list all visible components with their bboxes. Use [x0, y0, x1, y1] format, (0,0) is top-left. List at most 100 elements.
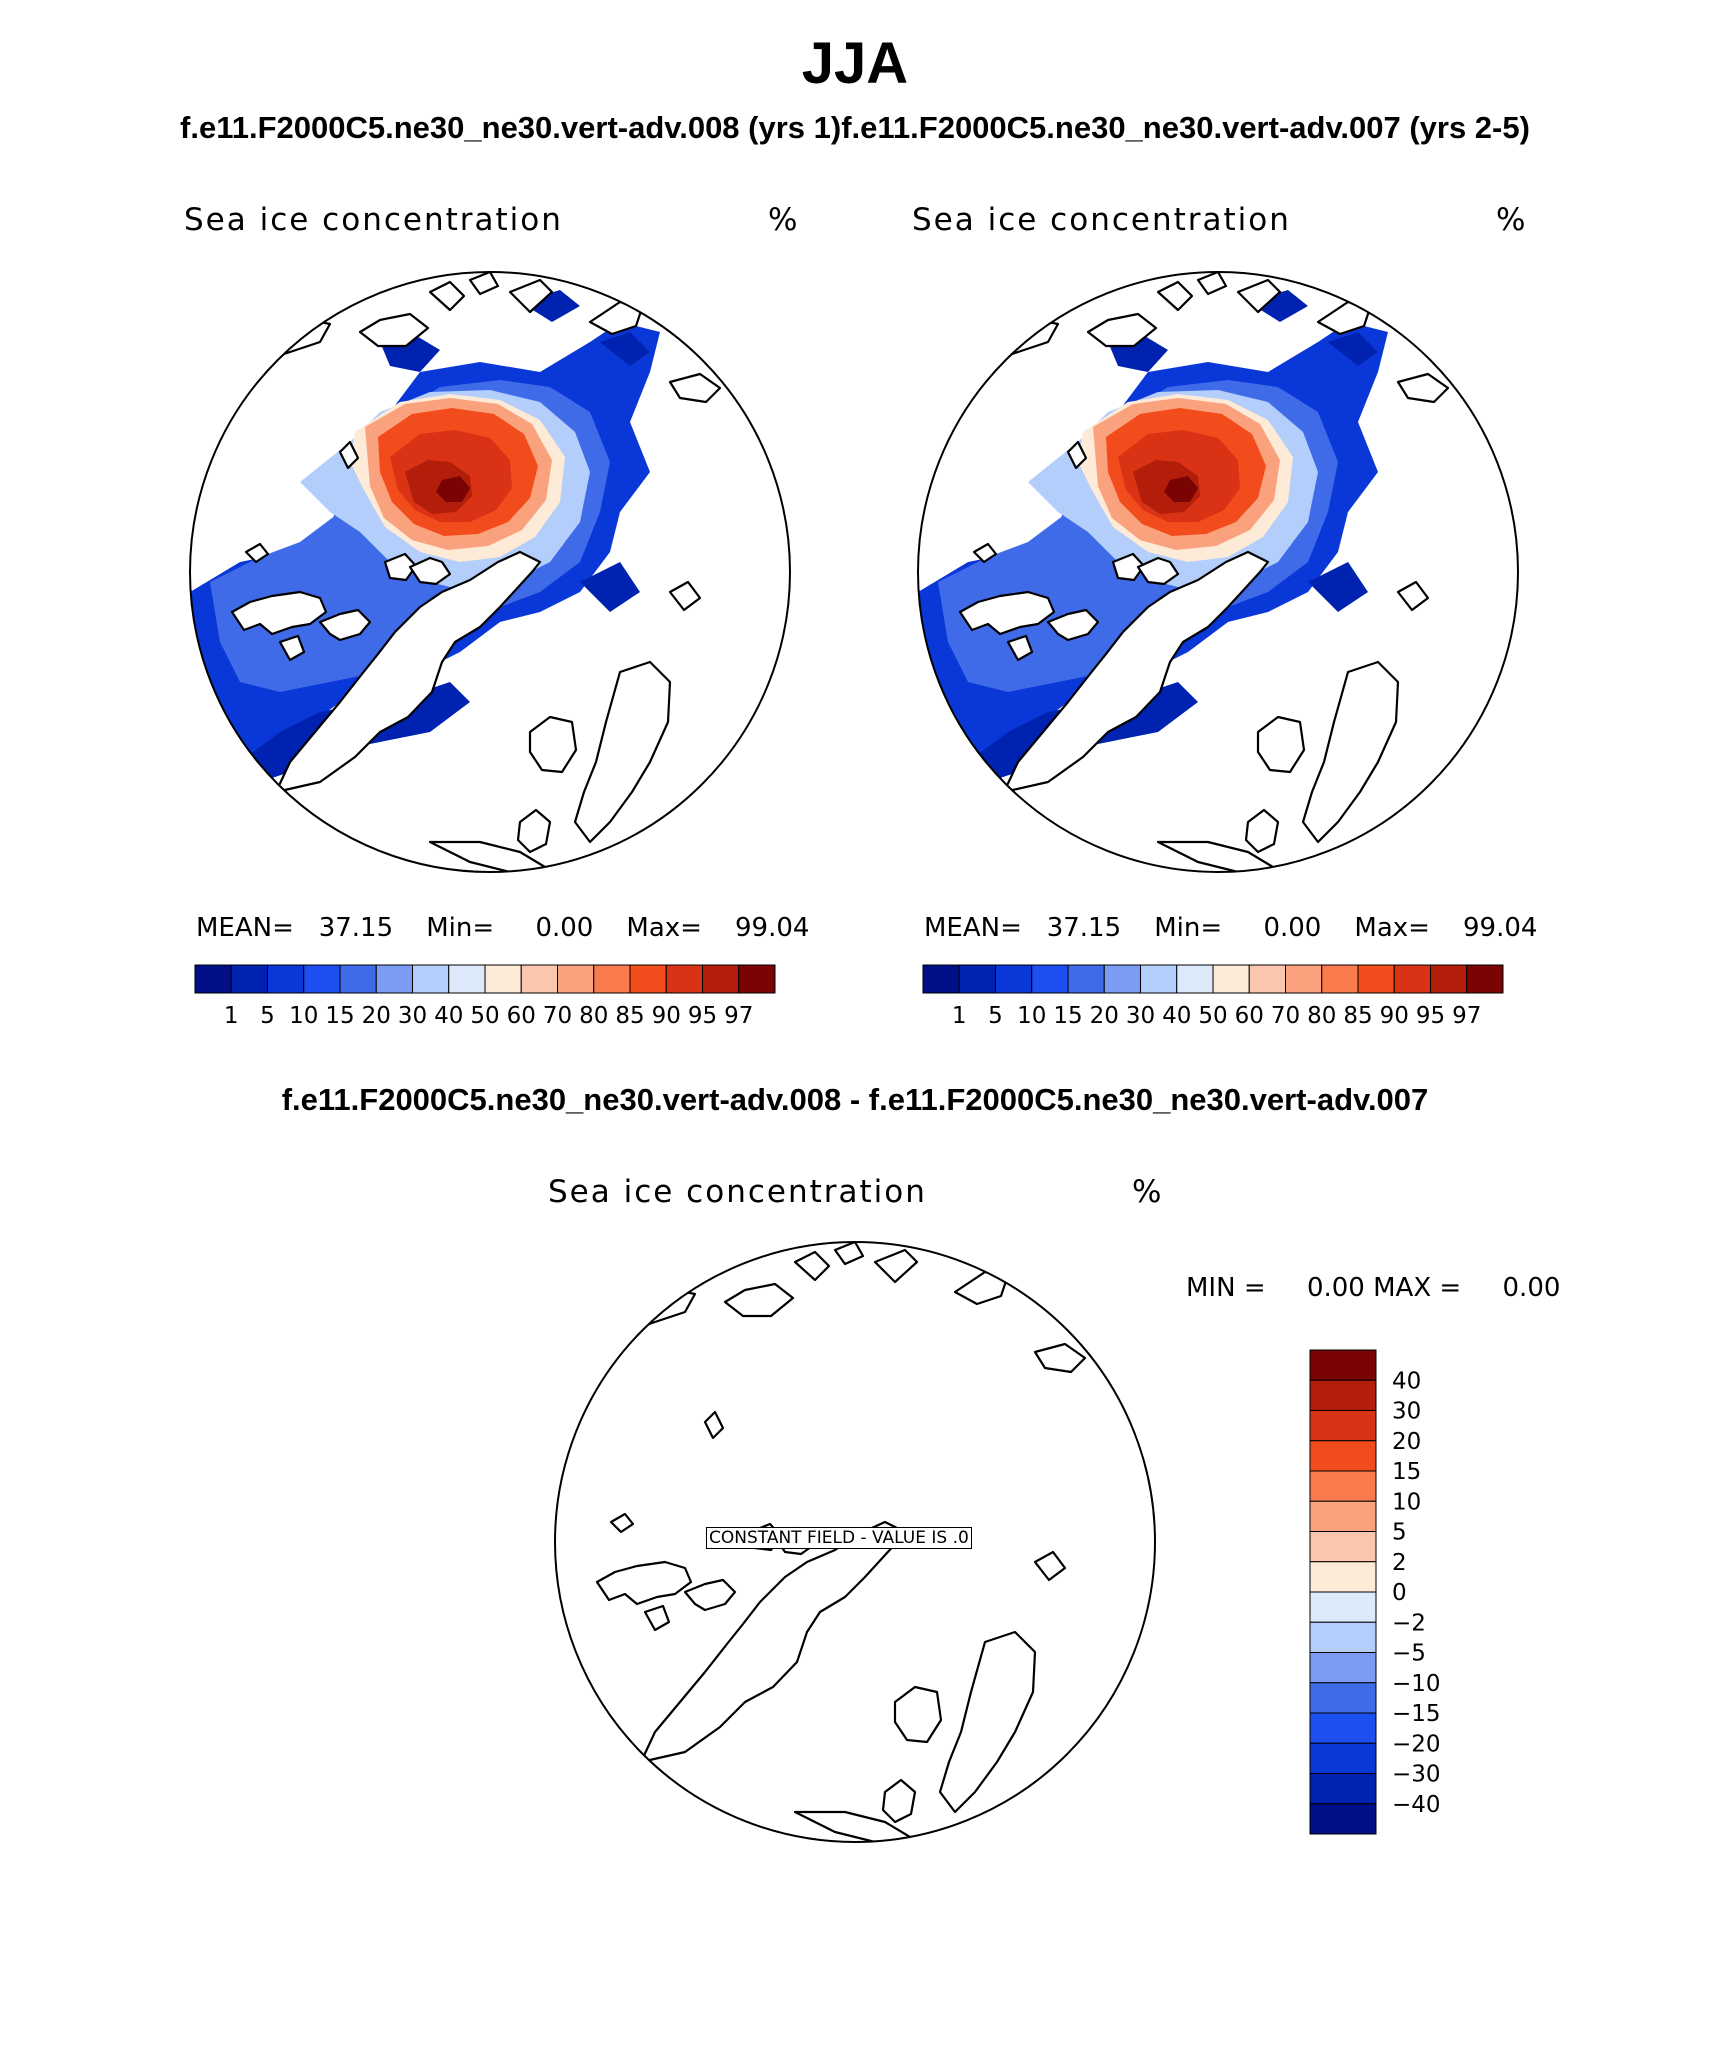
- diff-colorbar-tick-label: −2: [1392, 1610, 1426, 1636]
- colorbar-tick-label: 85: [1343, 1003, 1372, 1029]
- coastline-15: [468, 272, 500, 296]
- panel1-stats: MEAN= 37.15 Min= 0.00 Max= 99.04: [196, 913, 809, 943]
- colorbar-tick-label: 1: [952, 1003, 967, 1029]
- colorbar-tick-label: 95: [688, 1003, 717, 1029]
- panel2-min-label: Min=: [1154, 913, 1223, 943]
- diff-max-label: MAX =: [1373, 1273, 1462, 1303]
- diff-colorbar-tick-label: 0: [1392, 1580, 1407, 1606]
- coastline-5: [643, 1604, 671, 1632]
- colorbar-tick-label: 10: [289, 1003, 318, 1029]
- colorbar-box-0: [922, 964, 960, 994]
- colorbar-box-14: [1430, 964, 1468, 994]
- colorbar-box-1: [958, 964, 996, 994]
- coastline-9: [528, 715, 578, 774]
- colorbar-tick-label: 90: [652, 1003, 681, 1029]
- colorbar-tick-label: 95: [1416, 1003, 1445, 1029]
- colorbar-tick-label: 70: [543, 1003, 572, 1029]
- coastline-19: [668, 580, 702, 612]
- colorbar-tick-label: 5: [260, 1003, 275, 1029]
- coastline-6: [1066, 440, 1088, 470]
- coastline-14: [793, 1250, 831, 1282]
- panel2-mean-value: 37.15: [1046, 913, 1122, 943]
- coastline-7: [972, 542, 998, 564]
- colorbar-tick-label: 40: [1162, 1003, 1191, 1029]
- diff-min-value: 0.00: [1306, 1273, 1365, 1303]
- colorbar-box-6: [412, 964, 450, 994]
- coastline-15: [833, 1242, 865, 1266]
- diff-colorbar-box-14: [1309, 1773, 1377, 1805]
- colorbar-tick-label: 20: [1090, 1003, 1119, 1029]
- panel2-mean-label: MEAN=: [924, 913, 1022, 943]
- panel2-units: %: [1496, 202, 1526, 238]
- coastline-18: [1033, 1342, 1087, 1374]
- panel2-min-value: 0.00: [1263, 913, 1322, 943]
- diff-units: %: [1132, 1174, 1162, 1210]
- diff-colorbar-box-2: [1309, 1410, 1377, 1442]
- diff-colorbar-box-7: [1309, 1561, 1377, 1593]
- coastline-17: [588, 300, 644, 336]
- colorbar-tick-label: 5: [988, 1003, 1003, 1029]
- colorbar-tick-label: 97: [1452, 1003, 1481, 1029]
- colorbar-tick-label: 80: [1307, 1003, 1336, 1029]
- colorbar-tick-label: 15: [1053, 1003, 1082, 1029]
- coastline-16: [508, 278, 554, 314]
- colorbar-box-15: [1466, 964, 1504, 994]
- colorbar-box-9: [1248, 964, 1286, 994]
- ice-contour-band-8: [1164, 476, 1198, 502]
- colorbar-tick-label: 20: [362, 1003, 391, 1029]
- season-title: JJA: [801, 31, 909, 96]
- colorbar-tick-label: 60: [1235, 1003, 1264, 1029]
- colorbar-box-7: [1176, 964, 1214, 994]
- coastline-7: [609, 1512, 635, 1534]
- colorbar-tick-label: 60: [507, 1003, 536, 1029]
- ice-edge-band-3: [1328, 332, 1378, 366]
- coastline-10: [1244, 808, 1280, 854]
- colorbar-box-9: [520, 964, 558, 994]
- colorbar-box-0: [194, 964, 232, 994]
- diff-colorbar-box-3: [1309, 1440, 1377, 1472]
- colorbar-box-10: [1285, 964, 1323, 994]
- diff-variable-title: Sea ice concentration: [548, 1174, 927, 1210]
- map-boundary-circle: [554, 1241, 1156, 1843]
- colorbar-box-13: [665, 964, 703, 994]
- colorbar-tick-label: 90: [1380, 1003, 1409, 1029]
- colorbar-tick-label: 30: [1126, 1003, 1155, 1029]
- coastline-10: [881, 1778, 917, 1824]
- diff-colorbar-box-5: [1309, 1500, 1377, 1532]
- colorbar-box-8: [484, 964, 522, 994]
- coastline-18: [668, 372, 722, 404]
- panel1-mean-value: 37.15: [318, 913, 394, 943]
- colorbar-box-10: [557, 964, 595, 994]
- diff-colorbar-box-8: [1309, 1591, 1377, 1623]
- coastline-17: [953, 1270, 1009, 1306]
- panel1-max-value: 99.04: [735, 913, 810, 943]
- coastline-4: [1136, 556, 1180, 586]
- coastline-1: [230, 590, 328, 636]
- diff-colorbar-box-6: [1309, 1531, 1377, 1563]
- coastline-8: [573, 660, 672, 844]
- colorbar-box-11: [593, 964, 631, 994]
- diff-colorbar-tick-label: 2: [1392, 1550, 1407, 1576]
- coastline-9: [1256, 715, 1306, 774]
- diff-colorbar-box-15: [1309, 1803, 1377, 1835]
- diff-colorbar-box-13: [1309, 1742, 1377, 1774]
- colorbar-tick-label: 97: [724, 1003, 753, 1029]
- colorbar-box-12: [1357, 964, 1395, 994]
- panel2-colorbar: 1 5 10 15 20 30 40 50 60 70 80 85 90 95 97: [922, 964, 1504, 1029]
- coastline-3: [383, 552, 418, 582]
- colorbar-tick-label: 15: [325, 1003, 354, 1029]
- diff-colorbar-tick-label: −5: [1392, 1641, 1426, 1667]
- colorbar-tick-label: 30: [398, 1003, 427, 1029]
- diff-colorbar-tick-label: 5: [1392, 1520, 1407, 1546]
- ice-contour-band-8: [436, 476, 470, 502]
- coastline-5: [278, 634, 306, 662]
- coastline-5: [1006, 634, 1034, 662]
- coastline-19: [1033, 1550, 1067, 1582]
- diff-colorbar-tick-label: −15: [1392, 1701, 1441, 1727]
- panel2-max-label: Max=: [1354, 913, 1430, 943]
- diff-colorbar-tick-label: 20: [1392, 1429, 1421, 1455]
- diff-colorbar-tick-label: −20: [1392, 1731, 1441, 1757]
- coastline-2: [683, 1578, 737, 1612]
- coastline-13: [723, 1282, 795, 1318]
- ice-edge-band-3: [600, 332, 650, 366]
